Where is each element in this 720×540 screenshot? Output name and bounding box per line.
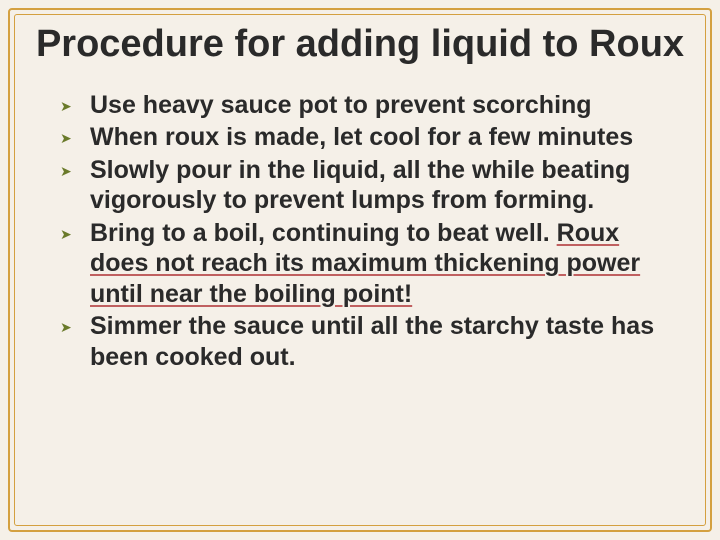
bullet-text: Use heavy sauce pot to prevent scorching xyxy=(90,90,670,121)
slide-content: Procedure for adding liquid to Roux ➤ Us… xyxy=(30,18,690,522)
list-item: ➤ Slowly pour in the liquid, all the whi… xyxy=(90,155,670,216)
list-item: ➤ Use heavy sauce pot to prevent scorchi… xyxy=(90,90,670,121)
chevron-right-icon: ➤ xyxy=(60,98,72,115)
bullet-text: Bring to a boil, continuing to beat well… xyxy=(90,218,670,310)
bullet-text: Slowly pour in the liquid, all the while… xyxy=(90,155,670,216)
slide-title: Procedure for adding liquid to Roux xyxy=(30,24,690,66)
bullet-text: When roux is made, let cool for a few mi… xyxy=(90,122,670,153)
bullet-text: Simmer the sauce until all the starchy t… xyxy=(90,311,670,372)
chevron-right-icon: ➤ xyxy=(60,163,72,180)
list-item: ➤ When roux is made, let cool for a few … xyxy=(90,122,670,153)
bullet-text-plain: Bring to a boil, continuing to beat well… xyxy=(90,219,557,247)
chevron-right-icon: ➤ xyxy=(60,130,72,147)
chevron-right-icon: ➤ xyxy=(60,226,72,243)
list-item: ➤ Simmer the sauce until all the starchy… xyxy=(90,311,670,372)
list-item: ➤ Bring to a boil, continuing to beat we… xyxy=(90,218,670,310)
chevron-right-icon: ➤ xyxy=(60,319,72,336)
bullet-list: ➤ Use heavy sauce pot to prevent scorchi… xyxy=(30,90,690,373)
